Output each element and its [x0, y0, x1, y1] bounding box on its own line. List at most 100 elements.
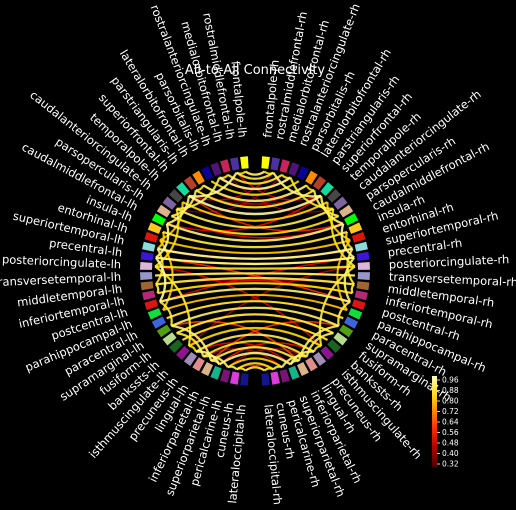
connection-line	[227, 365, 238, 371]
connection-line	[289, 177, 334, 210]
node-caudalanteriorcingulate-lh	[162, 196, 177, 210]
node-parahippocampal-lh	[147, 308, 162, 320]
node-paracentral-rh	[344, 316, 359, 329]
colorbar-gradient	[432, 376, 437, 467]
colorbar-tick-label: 0.72	[442, 407, 459, 416]
node-precentral-rh	[356, 251, 370, 261]
connection-line	[176, 332, 205, 357]
node-isthmuscingulate-rh	[320, 346, 334, 360]
connection-line	[195, 333, 315, 353]
node-rostralanteriorcingulate-lh	[210, 162, 222, 177]
node-pericalcarine-rh	[279, 369, 290, 383]
node-inferiortemporal-rh	[354, 290, 368, 301]
node-inferiorparietal-lh	[201, 362, 213, 376]
node-fusiform-rh	[333, 332, 348, 346]
node-superiorfrontal-rh	[320, 182, 334, 196]
node-transversetemporal-lh	[140, 272, 153, 280]
node-lingual-rh	[305, 357, 318, 372]
connection-line	[159, 287, 351, 303]
node-entorhinal-lh	[144, 231, 159, 243]
connection-line	[235, 171, 275, 180]
node-lateralorbitofrontal-lh	[192, 170, 205, 185]
connection-line	[155, 223, 170, 259]
connection-line	[289, 350, 315, 365]
connection-line	[155, 276, 355, 286]
node-label: posteriorcingulate-lh	[2, 252, 122, 271]
node-transversetemporal-rh	[357, 272, 370, 280]
connection-line	[155, 283, 160, 294]
node-middletemporal-lh	[140, 281, 154, 291]
node-medialorbitofrontal-rh	[279, 159, 290, 173]
connection-line	[188, 345, 197, 353]
connection-line	[244, 366, 266, 372]
connection-line	[155, 256, 355, 266]
node-parsorbitalis-lh	[201, 166, 213, 180]
node-parahippocampal-rh	[348, 308, 363, 320]
connection-line	[154, 256, 167, 303]
node-label: transversetemporal-lh	[0, 270, 121, 290]
connection-line	[157, 247, 353, 260]
connection-line	[313, 345, 322, 353]
connection-line	[343, 256, 356, 303]
node-bankssts-lh	[169, 339, 183, 353]
connection-line	[176, 174, 283, 213]
connection-line	[218, 176, 292, 190]
connection-line	[176, 177, 221, 211]
connection-line	[350, 283, 355, 294]
connection-line	[272, 172, 322, 198]
node-posteriorcingulate-lh	[140, 262, 153, 270]
colorbar: 0.960.88 0.800.72 0.640.56 0.480.40 0.32	[432, 376, 459, 469]
chart-title: All-to-All Connectivity	[185, 63, 326, 78]
node-lingual-lh	[192, 357, 205, 372]
connection-line	[188, 194, 322, 216]
connection-line	[210, 320, 339, 362]
node-entorhinal-rh	[351, 231, 366, 243]
node-caudalanteriorcingulate-rh	[333, 196, 348, 210]
connection-line	[272, 365, 283, 371]
node-isthmuscingulate-lh	[176, 346, 190, 360]
connection-line	[171, 320, 300, 362]
connection-line	[157, 282, 353, 295]
connection-line	[337, 300, 351, 327]
node-parsopercularis-rh	[339, 204, 354, 218]
connection-line	[166, 195, 191, 225]
node-caudalmiddlefrontal-lh	[151, 213, 166, 226]
connection-line	[319, 195, 344, 225]
node-precuneus-lh	[183, 352, 197, 366]
colorbar-tick-label: 0.56	[442, 428, 459, 437]
node-postcentral-rh	[351, 299, 366, 311]
node-superiorfrontal-lh	[176, 182, 190, 196]
connection-line	[345, 231, 354, 250]
connection-line	[176, 207, 334, 229]
connection-line	[170, 306, 340, 327]
colorbar-tick-label: 0.88	[442, 386, 459, 395]
node-inferiorparietal-rh	[297, 362, 309, 376]
connection-line	[203, 355, 229, 368]
node-label: posteriorcingulate-rh	[389, 252, 510, 271]
connection-line	[236, 367, 247, 372]
node-posteriorcingulate-rh	[357, 262, 370, 270]
connection-line	[210, 180, 300, 196]
connection-line	[195, 189, 315, 209]
connection-line	[188, 327, 322, 348]
node-supramarginal-rh	[339, 324, 354, 338]
node-rostralmiddlefrontal-lh	[230, 157, 240, 171]
colorbar-tick-label: 0.48	[442, 439, 459, 448]
node-cuneus-lh	[230, 371, 240, 385]
colorbar-tick-label: 0.96	[442, 376, 459, 385]
node-bankssts-rh	[327, 339, 341, 353]
node-ring	[140, 156, 370, 386]
colorbar-tick-label: 0.40	[442, 449, 459, 458]
node-precuneus-rh	[313, 352, 327, 366]
node-label: transversetemporal-rh	[389, 270, 516, 290]
node-middletemporal-rh	[356, 281, 370, 291]
connection-line	[210, 346, 300, 362]
connection-line	[305, 184, 315, 192]
node-parsopercularis-lh	[156, 204, 171, 218]
connection-line	[312, 190, 339, 218]
connection-line	[166, 300, 344, 320]
connection-line	[227, 357, 283, 369]
connection-line	[182, 320, 328, 341]
node-rostralmiddlefrontal-rh	[270, 157, 280, 171]
